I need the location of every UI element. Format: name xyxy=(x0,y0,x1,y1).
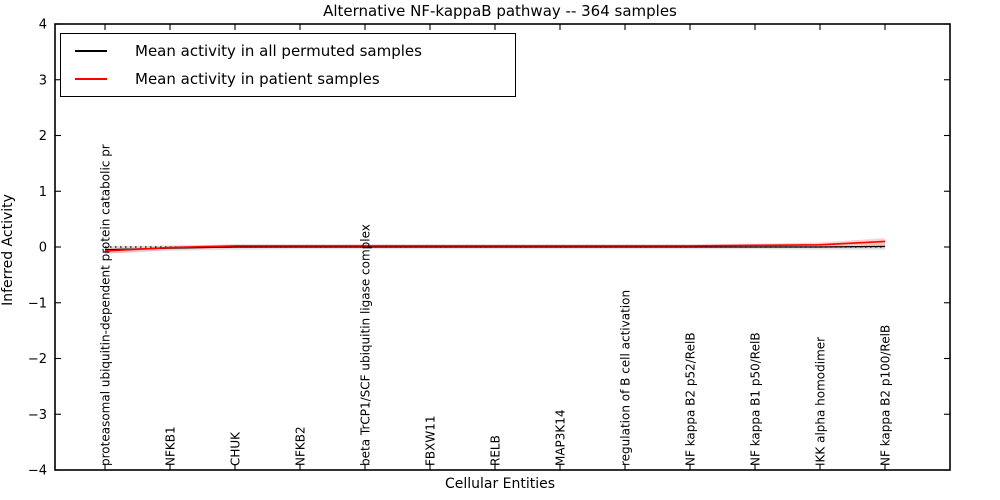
x-tick-label: RELB xyxy=(489,435,503,466)
x-tick-label: MAP3K14 xyxy=(554,409,568,466)
y-tick-label: −2 xyxy=(28,352,47,367)
x-tick-label: FBXW11 xyxy=(424,416,438,467)
x-tick-label: NF kappa B1 p50/RelB xyxy=(749,332,763,466)
y-tick-label: −4 xyxy=(28,464,47,479)
legend-label-permuted: Mean activity in all permuted samples xyxy=(135,42,422,60)
y-axis-label: Inferred Activity xyxy=(0,194,16,306)
chart-title: Alternative NF-kappaB pathway -- 364 sam… xyxy=(323,2,677,20)
x-tick-label: NF kappa B2 p100/RelB xyxy=(879,325,893,466)
legend-item-permuted: Mean activity in all permuted samples xyxy=(75,40,515,62)
y-tick-label: −1 xyxy=(28,296,47,311)
x-tick-label: CHUK xyxy=(229,431,243,466)
y-tick-label: 1 xyxy=(39,185,47,200)
y-tick-label: 3 xyxy=(39,73,47,88)
x-axis-label: Cellular Entities xyxy=(444,476,556,492)
y-tick-label: −3 xyxy=(28,408,47,423)
x-tick-label: NFKB1 xyxy=(164,426,178,466)
y-tick-label: 4 xyxy=(39,18,47,33)
legend-label-patient: Mean activity in patient samples xyxy=(135,70,380,88)
x-tick-label: IKK alpha homodimer xyxy=(814,337,828,466)
x-tick-label: NFKB2 xyxy=(294,426,308,466)
y-tick-label: 0 xyxy=(39,241,47,256)
series-line-permuted xyxy=(104,245,886,251)
x-tick-label: NF kappa B2 p52/RelB xyxy=(684,332,698,466)
legend-line-patient-icon xyxy=(75,78,107,80)
y-tick-label: 2 xyxy=(39,129,47,144)
x-tick-label: proteasomal ubiquitin-dependent protein … xyxy=(99,144,113,466)
series-line-patient xyxy=(104,240,886,252)
x-tick-label: beta TrCP1/SCF ubiquitin ligase complex xyxy=(359,224,373,466)
legend-item-patient: Mean activity in patient samples xyxy=(75,68,515,90)
x-tick-label: regulation of B cell activation xyxy=(619,290,633,466)
legend: Mean activity in all permuted samples Me… xyxy=(60,33,516,97)
legend-line-permuted-icon xyxy=(75,50,107,52)
